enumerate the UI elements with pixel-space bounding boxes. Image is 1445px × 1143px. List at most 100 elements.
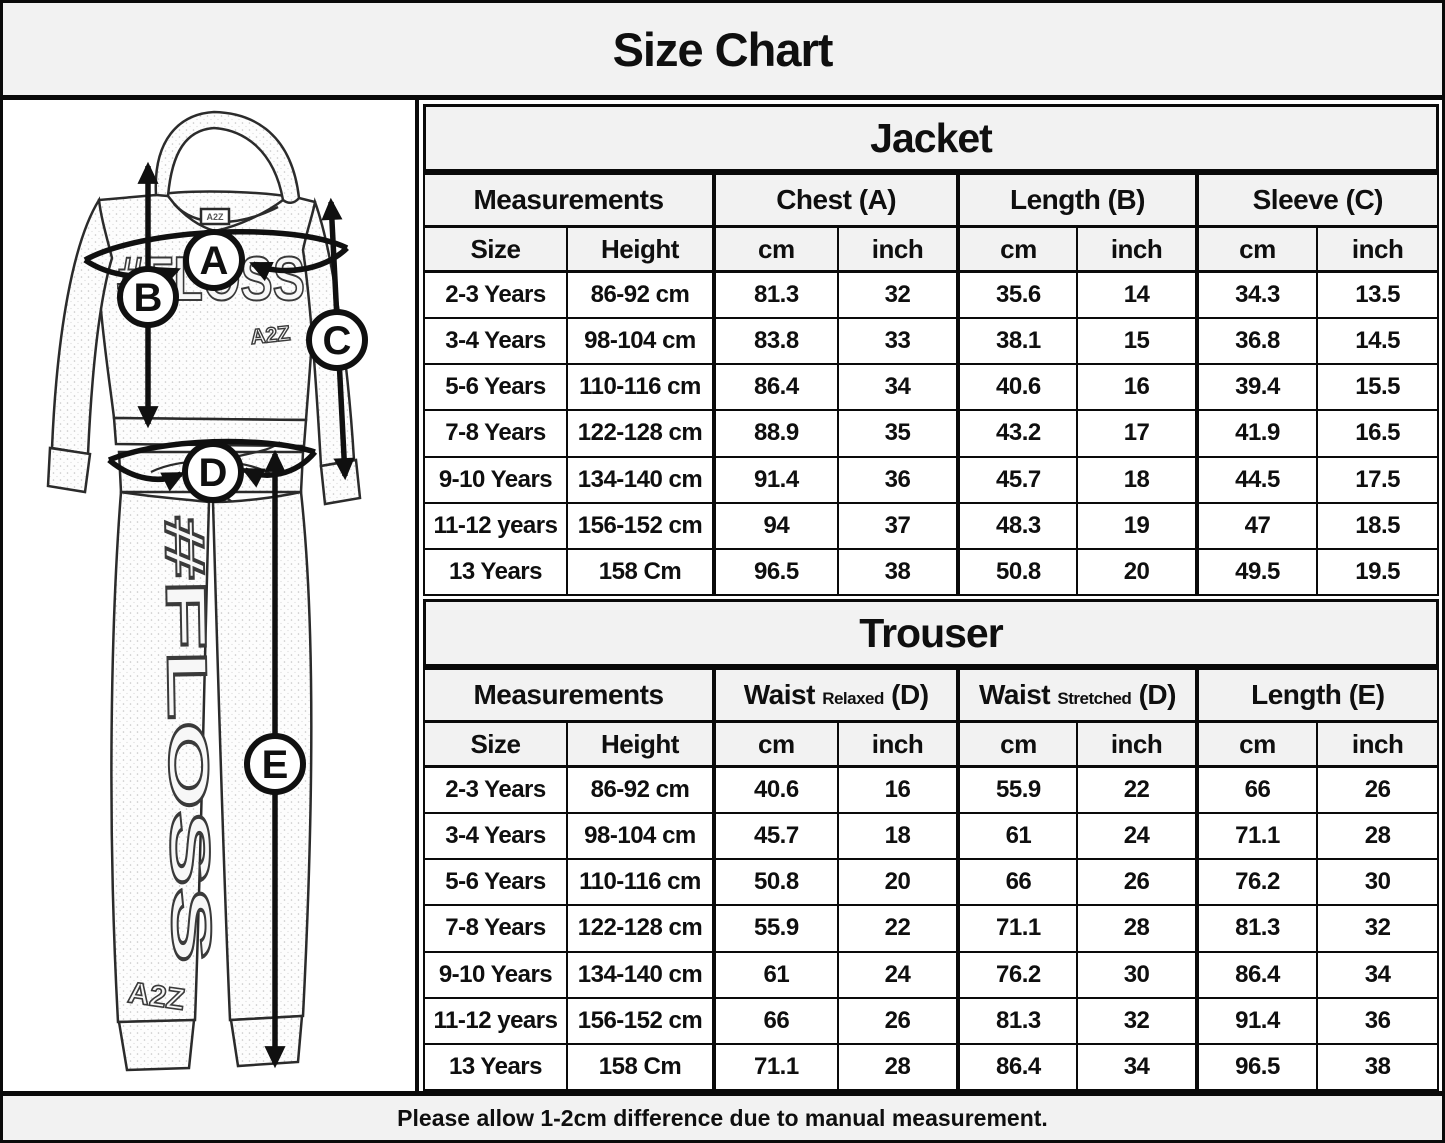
value-cell: 28 — [1316, 812, 1439, 861]
value-cell: 26 — [1316, 765, 1439, 815]
value-cell: 19 — [1076, 501, 1198, 550]
col-header-inch: inch — [1076, 225, 1198, 273]
col-header-inch: inch — [1076, 720, 1198, 768]
value-cell: 28 — [1076, 904, 1198, 953]
height-cell: 156-152 cm — [565, 996, 715, 1045]
hoodie-left-cuff — [46, 446, 92, 494]
page-title: Size Chart — [612, 22, 834, 76]
value-cell: 40.6 — [711, 765, 839, 815]
label-e: E — [262, 743, 289, 787]
label-b: B — [134, 276, 163, 320]
value-cell: 86.4 — [711, 363, 839, 412]
col-header-size: Size — [423, 225, 568, 273]
label-c: C — [323, 319, 352, 363]
size-cell: 2-3 Years — [423, 270, 568, 320]
label-d: D — [199, 451, 228, 495]
table-row: 11-12 years 156-152 cm 94 37 48.3 19 47 18.5 — [423, 501, 1439, 550]
trouser-sub-header-row: Size Height cm inch cm inch cm inch — [423, 720, 1439, 768]
value-cell: 26 — [1076, 858, 1198, 907]
value-cell: 66 — [711, 996, 839, 1045]
value-cell: 32 — [1316, 904, 1439, 953]
table-row: 5-6 Years 110-116 cm 86.4 34 40.6 16 39.4 15.5 — [423, 363, 1439, 412]
table-row: 13 Years 158 Cm 71.1 28 86.4 34 96.5 38 — [423, 1042, 1439, 1092]
size-cell: 11-12 years — [423, 996, 568, 1045]
label-a-circle — [183, 229, 245, 291]
size-cell: 9-10 Years — [423, 455, 568, 504]
value-cell: 83.8 — [711, 317, 839, 366]
table-row: 7-8 Years 122-128 cm 88.9 35 43.2 17 41.9 16.5 — [423, 409, 1439, 458]
trouser-section-title: Trouser — [423, 599, 1439, 668]
col-header-cm: cm — [956, 720, 1079, 768]
size-cell: 9-10 Years — [423, 950, 568, 999]
size-cell: 2-3 Years — [423, 765, 568, 815]
size-cell: 11-12 years — [423, 501, 568, 550]
value-cell: 94 — [711, 501, 839, 550]
col-header-cm: cm — [1194, 720, 1319, 768]
column-group-sleeve: Sleeve (C) — [1194, 173, 1440, 228]
value-cell: 22 — [836, 904, 960, 953]
value-cell: 91.4 — [711, 455, 839, 504]
value-cell: 86.4 — [1194, 950, 1319, 999]
table-row: 5-6 Years 110-116 cm 50.8 20 66 26 76.2 30 — [423, 858, 1439, 907]
value-cell: 18 — [836, 812, 960, 861]
value-cell: 17.5 — [1316, 455, 1439, 504]
col-header-height: Height — [565, 225, 715, 273]
group-label: Waist — [743, 679, 816, 710]
value-cell: 81.3 — [711, 270, 839, 320]
measurement-labels: A B C D E — [117, 229, 368, 795]
trouser-group-header-row: Measurements Waist Relaxed (D) Waist Str… — [423, 668, 1440, 723]
value-cell: 26 — [836, 996, 960, 1045]
size-cell: 7-8 Years — [423, 409, 568, 458]
value-cell: 61 — [711, 950, 839, 999]
garment-diagram: #FLOSS A2Z A2Z #FLOSS A2Z — [3, 100, 419, 1091]
size-cell: 5-6 Years — [423, 858, 568, 907]
value-cell: 33 — [836, 317, 960, 366]
value-cell: 18.5 — [1316, 501, 1439, 550]
group-ref: (C) — [1345, 184, 1384, 215]
value-cell: 36 — [836, 455, 960, 504]
value-cell: 36.8 — [1194, 317, 1319, 366]
pants-left-cuff — [117, 1018, 196, 1072]
label-b-circle — [117, 266, 179, 328]
value-cell: 45.7 — [711, 812, 839, 861]
height-cell: 110-116 cm — [565, 858, 715, 907]
hood — [154, 110, 301, 204]
value-cell: 39.4 — [1194, 363, 1319, 412]
size-cell: 13 Years — [423, 1042, 568, 1092]
table-row: 9-10 Years 134-140 cm 91.4 36 45.7 18 44.5 17.5 — [423, 455, 1439, 504]
column-group-measurements: Measurements — [423, 668, 715, 723]
value-cell: 66 — [956, 858, 1079, 907]
table-row: 11-12 years 156-152 cm 66 26 81.3 32 91.4 36 — [423, 996, 1439, 1045]
height-cell: 122-128 cm — [565, 409, 715, 458]
value-cell: 41.9 — [1194, 409, 1319, 458]
column-group-length: Length (E) — [1194, 668, 1440, 723]
value-cell: 47 — [1194, 501, 1319, 550]
height-cell: 158 Cm — [565, 547, 715, 597]
height-cell: 156-152 cm — [565, 501, 715, 550]
column-group-waist-stretched: Waist Stretched (D) — [956, 668, 1198, 723]
title-bar: Size Chart — [3, 3, 1442, 100]
value-cell: 16 — [836, 765, 960, 815]
group-label: Chest — [776, 184, 852, 215]
hoodie-right-cuff — [319, 458, 362, 506]
jacket-table-body: 2-3 Years 86-92 cm 81.3 32 35.6 14 34.3 13.5 3-4… — [423, 270, 1439, 597]
jacket-table: Measurements Chest (A) Length (B) Sleeve — [423, 173, 1440, 597]
leg-floss-text: #FLOSS — [153, 515, 224, 964]
value-cell: 71.1 — [956, 904, 1079, 953]
value-cell: 15 — [1076, 317, 1198, 366]
value-cell: 34.3 — [1194, 270, 1319, 320]
group-ref: (D) — [891, 679, 929, 710]
value-cell: 96.5 — [711, 547, 839, 597]
value-cell: 81.3 — [1194, 904, 1319, 953]
value-cell: 50.8 — [956, 547, 1079, 597]
value-cell: 76.2 — [956, 950, 1079, 999]
label-d-circle — [182, 441, 244, 503]
value-cell: 24 — [836, 950, 960, 999]
value-cell: 32 — [836, 270, 960, 320]
neck-tag-text: A2Z — [206, 212, 224, 222]
value-cell: 34 — [1316, 950, 1439, 999]
value-cell: 49.5 — [1194, 547, 1319, 597]
value-cell: 18 — [1076, 455, 1198, 504]
value-cell: 86.4 — [956, 1042, 1079, 1092]
